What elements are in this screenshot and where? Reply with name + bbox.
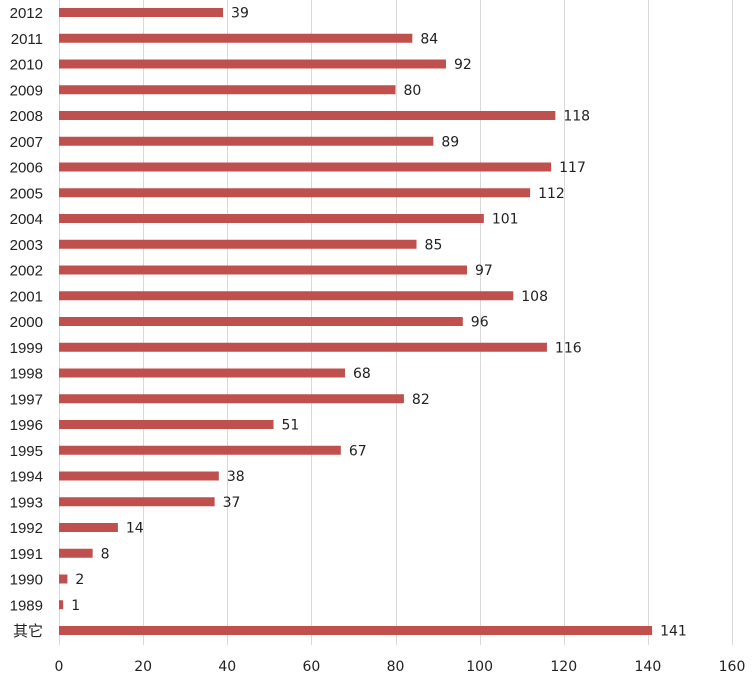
category-label: 2006 — [10, 160, 43, 177]
category-label: 其它 — [13, 622, 43, 640]
category-label: 1996 — [10, 417, 43, 434]
data-label: 116 — [555, 340, 582, 356]
category-label: 2005 — [10, 185, 43, 202]
x-tick-label: 60 — [302, 659, 320, 673]
category-label: 1990 — [10, 572, 43, 589]
bar-2006 — [59, 162, 552, 172]
bar-2000 — [59, 317, 463, 326]
bar-2001 — [59, 291, 514, 301]
bar-2008 — [59, 111, 556, 120]
x-axis-tick-labels: 0 20 40 60 80 100 120 140 160 — [55, 659, 746, 673]
data-label: 80 — [404, 83, 422, 99]
category-label: 2012 — [10, 5, 43, 22]
category-label: 2002 — [10, 263, 43, 280]
bar-2005 — [59, 188, 531, 198]
x-tick-label: 120 — [550, 659, 577, 673]
category-label: 1997 — [10, 391, 43, 408]
data-label: 39 — [231, 6, 249, 22]
data-label: 84 — [420, 31, 438, 47]
category-label: 2007 — [10, 134, 43, 151]
bar-2003 — [59, 239, 417, 249]
data-label: 67 — [349, 443, 367, 459]
x-tick-label: 80 — [387, 659, 405, 673]
data-label: 8 — [101, 546, 110, 562]
data-label: 112 — [538, 186, 565, 202]
bars — [59, 8, 653, 635]
x-tick-label: 100 — [466, 659, 493, 673]
category-label: 1998 — [10, 366, 43, 383]
category-label: 2011 — [11, 31, 43, 48]
category-label: 2004 — [10, 211, 43, 228]
data-label: 82 — [412, 392, 430, 408]
data-label: 118 — [563, 109, 590, 125]
bar-2010 — [59, 59, 446, 69]
bar-1990 — [59, 574, 68, 584]
bar-2012 — [59, 8, 224, 17]
data-label: 68 — [353, 366, 371, 382]
x-tick-label: 20 — [134, 659, 152, 673]
bar-2009 — [59, 85, 396, 95]
data-label: 51 — [282, 418, 300, 434]
category-label: 1995 — [10, 443, 43, 460]
x-tick-label: 160 — [719, 659, 746, 673]
bar-1991 — [59, 548, 93, 558]
data-label: 1 — [71, 598, 80, 614]
data-label: 37 — [223, 495, 241, 511]
x-tick-label: 140 — [635, 659, 662, 673]
bar-1992 — [59, 523, 118, 532]
data-label: 85 — [425, 237, 443, 253]
x-tick-label: 0 — [55, 659, 64, 673]
data-label: 117 — [559, 160, 586, 176]
category-label: 1993 — [10, 494, 43, 511]
x-tick-label: 40 — [218, 659, 236, 673]
bar-1998 — [59, 368, 346, 378]
bar-其它 — [59, 626, 653, 635]
data-label: 96 — [471, 315, 489, 331]
data-label: 38 — [227, 469, 245, 485]
category-label: 1989 — [10, 597, 43, 614]
category-label: 1999 — [10, 340, 43, 357]
bar-1989 — [59, 600, 64, 610]
data-label: 92 — [454, 57, 472, 73]
category-label: 2009 — [10, 82, 43, 99]
bar-1993 — [59, 497, 215, 507]
bar-1994 — [59, 471, 219, 481]
category-labels: 2012 2011 2010 2009 2008 2007 2006 2005 2004 2003… — [10, 5, 43, 640]
bar-2011 — [59, 33, 413, 43]
category-label: 2000 — [10, 314, 43, 331]
bar-1999 — [59, 342, 547, 352]
data-labels: 3984928011889117112101859710896116688251… — [71, 6, 687, 640]
bar-1995 — [59, 445, 341, 455]
data-label: 141 — [660, 624, 687, 640]
data-label: 97 — [475, 263, 493, 279]
category-label: 2003 — [10, 237, 43, 254]
data-label: 14 — [126, 521, 144, 537]
data-label: 108 — [521, 289, 548, 305]
category-label: 2010 — [10, 57, 43, 74]
data-label: 89 — [441, 134, 459, 150]
category-label: 1994 — [10, 469, 43, 486]
category-label: 1992 — [10, 520, 43, 537]
category-label: 2008 — [10, 108, 43, 125]
bar-1997 — [59, 394, 404, 404]
bar-1996 — [59, 420, 274, 429]
category-label: 1991 — [10, 546, 43, 563]
bar-2002 — [59, 265, 468, 275]
bar-2007 — [59, 136, 434, 146]
category-label: 2001 — [10, 288, 43, 305]
data-label: 101 — [492, 212, 519, 228]
data-label: 2 — [75, 572, 84, 588]
bar-2004 — [59, 214, 484, 223]
